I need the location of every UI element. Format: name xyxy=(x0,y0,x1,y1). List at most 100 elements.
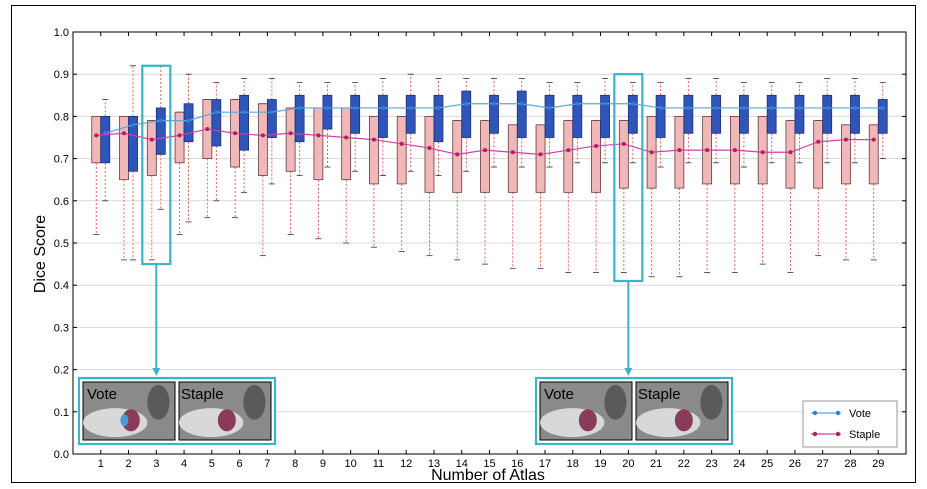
y-tick-label: 0.4 xyxy=(54,280,69,292)
box-layer xyxy=(91,65,888,278)
vote-median-point xyxy=(547,105,552,110)
staple-median-point xyxy=(149,137,154,142)
x-tick-label: 1 xyxy=(98,458,104,470)
staple-median-point xyxy=(427,146,432,151)
vote-box xyxy=(794,94,805,134)
x-tick-label: 4 xyxy=(181,458,187,470)
staple-box xyxy=(535,124,546,193)
staple-median-point xyxy=(205,127,210,132)
x-tick-label: 6 xyxy=(237,458,243,470)
y-tick-label: 0.0 xyxy=(54,449,69,461)
vote-box xyxy=(711,94,722,134)
vote-median-point xyxy=(575,101,580,106)
staple-median-point xyxy=(122,131,127,136)
legend-vote-marker xyxy=(835,410,841,416)
vote-box xyxy=(766,94,777,134)
inset-label-staple: Staple xyxy=(638,386,681,403)
staple-box xyxy=(507,124,518,193)
highlight-box xyxy=(613,73,644,283)
y-tick-label: 1.0 xyxy=(54,27,69,39)
vote-box xyxy=(100,116,111,164)
vote-median-point xyxy=(408,105,413,110)
vote-median-point xyxy=(297,105,302,110)
vote-median-point xyxy=(242,110,247,115)
vote-box xyxy=(739,94,749,134)
vote-median-point xyxy=(186,118,191,123)
vote-median-point xyxy=(686,105,691,110)
vote-box xyxy=(211,99,222,147)
vote-box xyxy=(850,94,860,134)
legend-staple-marker xyxy=(812,431,818,437)
staple-box xyxy=(424,116,435,193)
y-tick-label: 0.1 xyxy=(54,407,69,419)
vote-box xyxy=(572,94,583,138)
staple-box xyxy=(591,120,601,193)
vote-median-point xyxy=(214,110,219,115)
y-axis-label: Dice Score xyxy=(32,215,49,293)
median-line-layer xyxy=(94,101,885,157)
x-tick-label: 28 xyxy=(844,458,856,470)
segmentation-mask xyxy=(121,409,140,432)
y-tick-label: 0.2 xyxy=(54,365,69,377)
staple-box xyxy=(757,116,768,185)
vote-box xyxy=(461,90,472,138)
staple-median-point xyxy=(94,133,99,138)
staple-box xyxy=(285,107,296,172)
x-tick-label: 24 xyxy=(733,458,745,470)
vote-box xyxy=(516,90,527,138)
vote-median-point xyxy=(519,101,524,106)
vote-box xyxy=(655,94,666,138)
vote-box xyxy=(600,94,610,138)
vote-box xyxy=(350,94,361,134)
segmentation-mask xyxy=(120,414,129,427)
y-tick-label: 0.5 xyxy=(54,238,69,250)
staple-median-point xyxy=(510,150,515,155)
x-tick-label: 5 xyxy=(209,458,215,470)
ct-tissue xyxy=(700,384,723,420)
staple-median-point xyxy=(483,148,487,153)
vote-box xyxy=(405,94,416,134)
x-tick-label: 16 xyxy=(511,458,523,470)
staple-median-point xyxy=(788,150,793,155)
x-tick-label: 20 xyxy=(622,458,634,470)
axes-layer: 0.00.10.20.30.40.50.60.70.80.91.01 2 3 4 5 6 7… xyxy=(54,27,907,470)
vote-median-point xyxy=(603,101,608,106)
x-tick-label: 22 xyxy=(678,458,690,470)
x-tick-label: 2 xyxy=(125,458,131,470)
legend: Vote Staple xyxy=(802,400,898,448)
vote-median-point xyxy=(131,122,136,127)
vote-box xyxy=(239,94,250,151)
staple-box xyxy=(452,120,463,193)
staple-median-point xyxy=(621,141,626,146)
vote-median-point xyxy=(880,105,885,110)
vote-box xyxy=(378,94,388,138)
vote-median-point xyxy=(658,105,663,110)
legend-staple-marker xyxy=(835,431,841,437)
staple-median-point xyxy=(843,137,848,142)
segmentation-mask xyxy=(217,409,236,432)
staple-median-point xyxy=(649,150,654,155)
staple-median-point xyxy=(677,148,682,153)
vote-median-point xyxy=(741,105,746,110)
x-tick-label: 12 xyxy=(400,458,412,470)
y-tick-label: 0.9 xyxy=(54,69,69,81)
vote-median-point xyxy=(380,105,385,110)
staple-median-point xyxy=(455,152,460,157)
x-tick-label: 15 xyxy=(483,458,495,470)
x-tick-label: 18 xyxy=(567,458,579,470)
vote-box xyxy=(627,94,638,134)
staple-box xyxy=(396,116,407,185)
staple-box xyxy=(146,120,157,176)
x-tick-label: 29 xyxy=(872,458,884,470)
staple-box xyxy=(174,111,185,164)
staple-box xyxy=(257,103,268,176)
y-tick-label: 0.7 xyxy=(54,154,69,166)
vote-median-point xyxy=(492,101,496,106)
staple-median-point xyxy=(371,137,376,142)
staple-median-point xyxy=(816,139,821,144)
ct-tissue xyxy=(243,384,266,420)
legend-box xyxy=(802,400,898,448)
arrow-head xyxy=(624,368,633,376)
inset-label-staple: Staple xyxy=(181,386,224,403)
staple-median-point xyxy=(566,148,571,153)
